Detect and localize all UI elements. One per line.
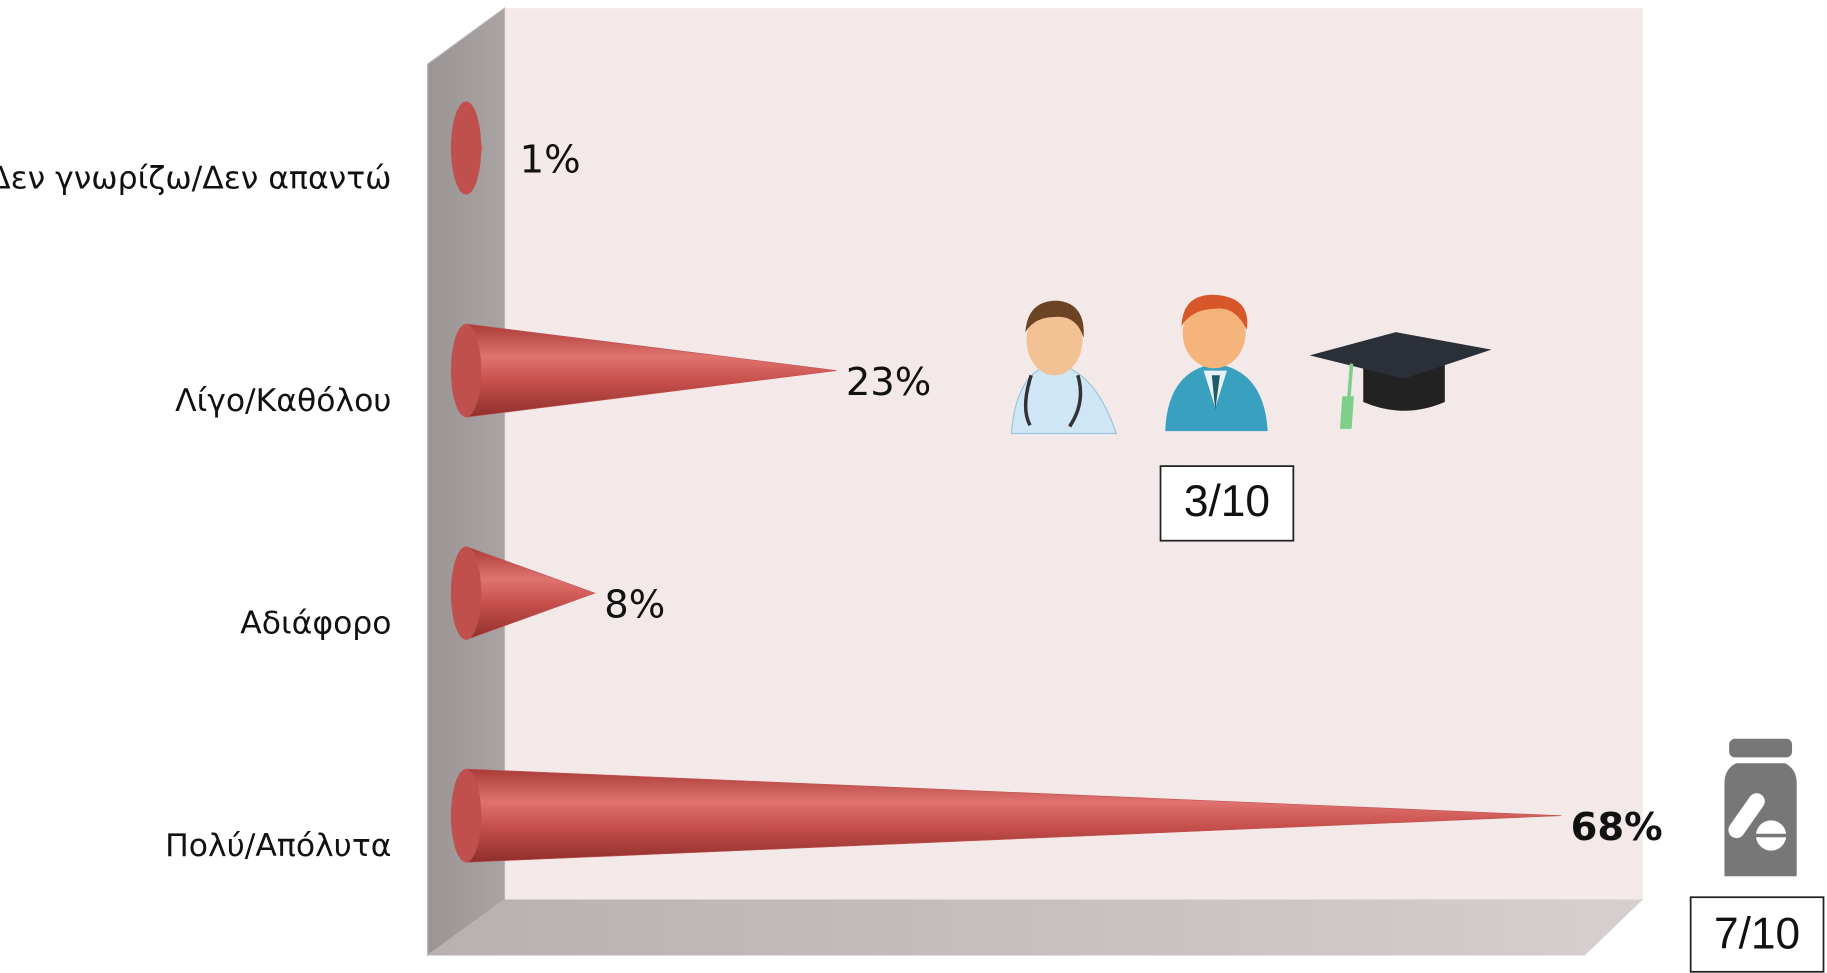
cone-base <box>450 323 482 418</box>
category-label: Αδιάφορο <box>240 606 391 642</box>
annotation-box <box>1689 896 1825 973</box>
graduation-cap-icon <box>1309 332 1492 429</box>
annotation: 3/10 <box>1184 477 1270 526</box>
doctor-icon <box>1010 300 1118 435</box>
icons <box>1010 294 1797 877</box>
annotation-box <box>1159 465 1295 542</box>
pill-bottle-icon <box>1724 738 1797 877</box>
value-label: 8% <box>604 583 665 628</box>
value-label: 23% <box>846 360 931 405</box>
cone-base <box>450 546 482 640</box>
floor <box>427 899 1643 956</box>
value-label: 1% <box>520 137 581 182</box>
plot-frame <box>427 7 1643 957</box>
cone-base <box>450 769 482 863</box>
category-label: Πολύ/Απόλυτα <box>165 828 391 864</box>
category-label: Δεν γνωρίζω/Δεν απαντώ <box>0 160 392 196</box>
person-icon <box>1165 294 1268 432</box>
value-label: 68% <box>1571 805 1663 850</box>
category-label: Λίγο/Καθόλου <box>175 383 391 419</box>
back-wall <box>504 8 1643 900</box>
annotation: 7/10 <box>1714 910 1800 959</box>
cone-base <box>450 101 482 195</box>
